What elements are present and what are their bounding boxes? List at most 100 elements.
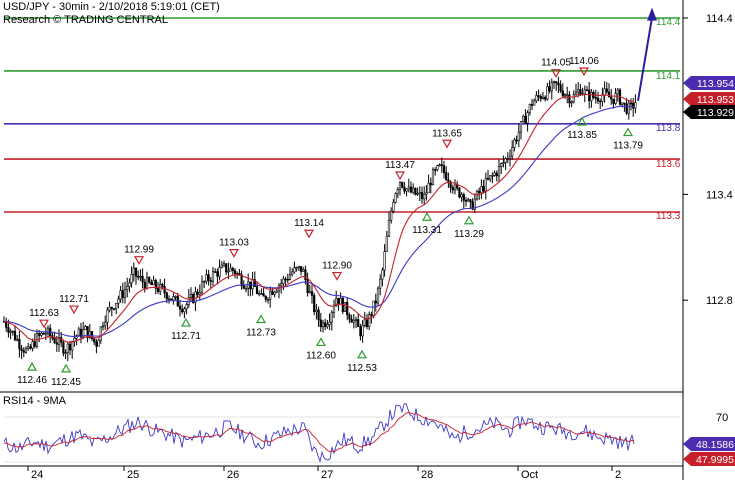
candle-body xyxy=(236,272,239,275)
candle-body xyxy=(20,348,23,352)
candle-body xyxy=(227,270,230,273)
candle-body xyxy=(55,342,58,345)
level-label-114-4: 114.4 xyxy=(656,17,681,28)
candle-body xyxy=(139,275,142,278)
candle-body xyxy=(222,263,226,266)
candle-body xyxy=(440,164,443,166)
candle-body xyxy=(519,121,523,133)
candle-body xyxy=(561,90,564,97)
candle-body xyxy=(486,177,490,180)
candle-body xyxy=(607,91,611,98)
candle-body xyxy=(460,194,463,198)
candle-body xyxy=(583,89,586,95)
candle-body xyxy=(264,295,267,300)
candle-body xyxy=(286,278,289,281)
resistance-label: 112.90 xyxy=(322,261,352,272)
candle-body xyxy=(537,95,540,97)
candle-body xyxy=(258,293,261,295)
candle-body xyxy=(445,172,448,181)
candle-body xyxy=(31,341,34,349)
candle-body xyxy=(84,326,87,330)
resistance-marker xyxy=(394,171,406,181)
candle-body xyxy=(214,271,217,273)
rsi-tag-1 xyxy=(683,452,735,466)
candle-body xyxy=(363,319,366,326)
candle-body xyxy=(251,279,254,290)
candle-body xyxy=(418,192,421,194)
candle-body xyxy=(616,89,619,94)
price-tag-2 xyxy=(683,105,735,119)
candle-body xyxy=(550,82,553,92)
candle-body xyxy=(557,82,560,86)
candle-body xyxy=(260,293,263,295)
candle-body xyxy=(156,288,160,292)
support-label: 112.53 xyxy=(347,363,377,374)
candle-body xyxy=(317,309,320,321)
price-tag-label: 113.954 xyxy=(697,78,734,90)
candle-body xyxy=(365,319,369,327)
rsi-line xyxy=(3,402,635,463)
candle-body xyxy=(253,279,256,287)
candle-body xyxy=(407,186,410,190)
candle-body xyxy=(493,172,496,176)
candle-body xyxy=(126,285,129,290)
candle-body xyxy=(599,100,602,103)
candle-body xyxy=(632,102,635,109)
candle-body xyxy=(427,182,430,194)
candle-body xyxy=(112,308,116,310)
candle-body xyxy=(339,297,342,305)
candle-body xyxy=(262,293,265,297)
candle-body xyxy=(504,158,507,163)
candle-body xyxy=(115,303,118,310)
resistance-marker xyxy=(578,67,590,77)
candle-body xyxy=(44,332,47,335)
candle-body xyxy=(198,292,201,295)
candle-body xyxy=(372,300,375,316)
candle-body xyxy=(423,193,426,200)
rsi-ma-line xyxy=(3,412,635,453)
candle-body xyxy=(249,281,252,290)
resistance-label: 113.47 xyxy=(385,160,415,171)
candle-body xyxy=(447,179,450,183)
candle-body xyxy=(381,269,384,280)
rsi-tag-label: 48.1586 xyxy=(696,439,734,451)
candle-body xyxy=(271,290,274,295)
candle-body xyxy=(242,285,245,289)
resistance-marker xyxy=(68,305,80,315)
resistance-label: 114.05 xyxy=(541,58,571,69)
candle-body xyxy=(189,294,193,298)
candle-body xyxy=(368,314,371,327)
candle-body xyxy=(178,305,182,310)
support-marker xyxy=(26,361,38,371)
candle-body xyxy=(82,329,85,338)
candle-body xyxy=(625,103,628,114)
candle-body xyxy=(209,280,212,282)
candle-body xyxy=(473,198,476,210)
candle-body xyxy=(273,291,276,295)
candle-body xyxy=(480,186,483,194)
candle-body xyxy=(574,91,578,96)
candle-body xyxy=(535,95,538,102)
candle-body xyxy=(196,291,199,295)
rsi-label: RSI14 - 9MA xyxy=(3,395,66,407)
support-marker xyxy=(576,116,588,126)
candle-body xyxy=(392,201,395,212)
candle-body xyxy=(22,350,25,353)
price-tag-label: 113.953 xyxy=(697,94,734,106)
candle-body xyxy=(165,292,168,300)
support-label: 112.60 xyxy=(306,350,336,361)
candle-body xyxy=(172,296,175,301)
y-tick-label: 114.4 xyxy=(706,13,733,25)
candle-body xyxy=(282,278,285,284)
candle-body xyxy=(332,305,336,313)
candle-body xyxy=(225,263,228,273)
candle-body xyxy=(563,94,567,97)
candle-body xyxy=(497,166,501,177)
candle-body xyxy=(539,95,542,99)
candle-body xyxy=(167,298,171,301)
candle-body xyxy=(588,89,591,102)
resistance-label: 112.99 xyxy=(124,245,154,256)
forecast-arrow-head xyxy=(647,7,657,21)
x-tick-label: 2 xyxy=(615,469,621,480)
